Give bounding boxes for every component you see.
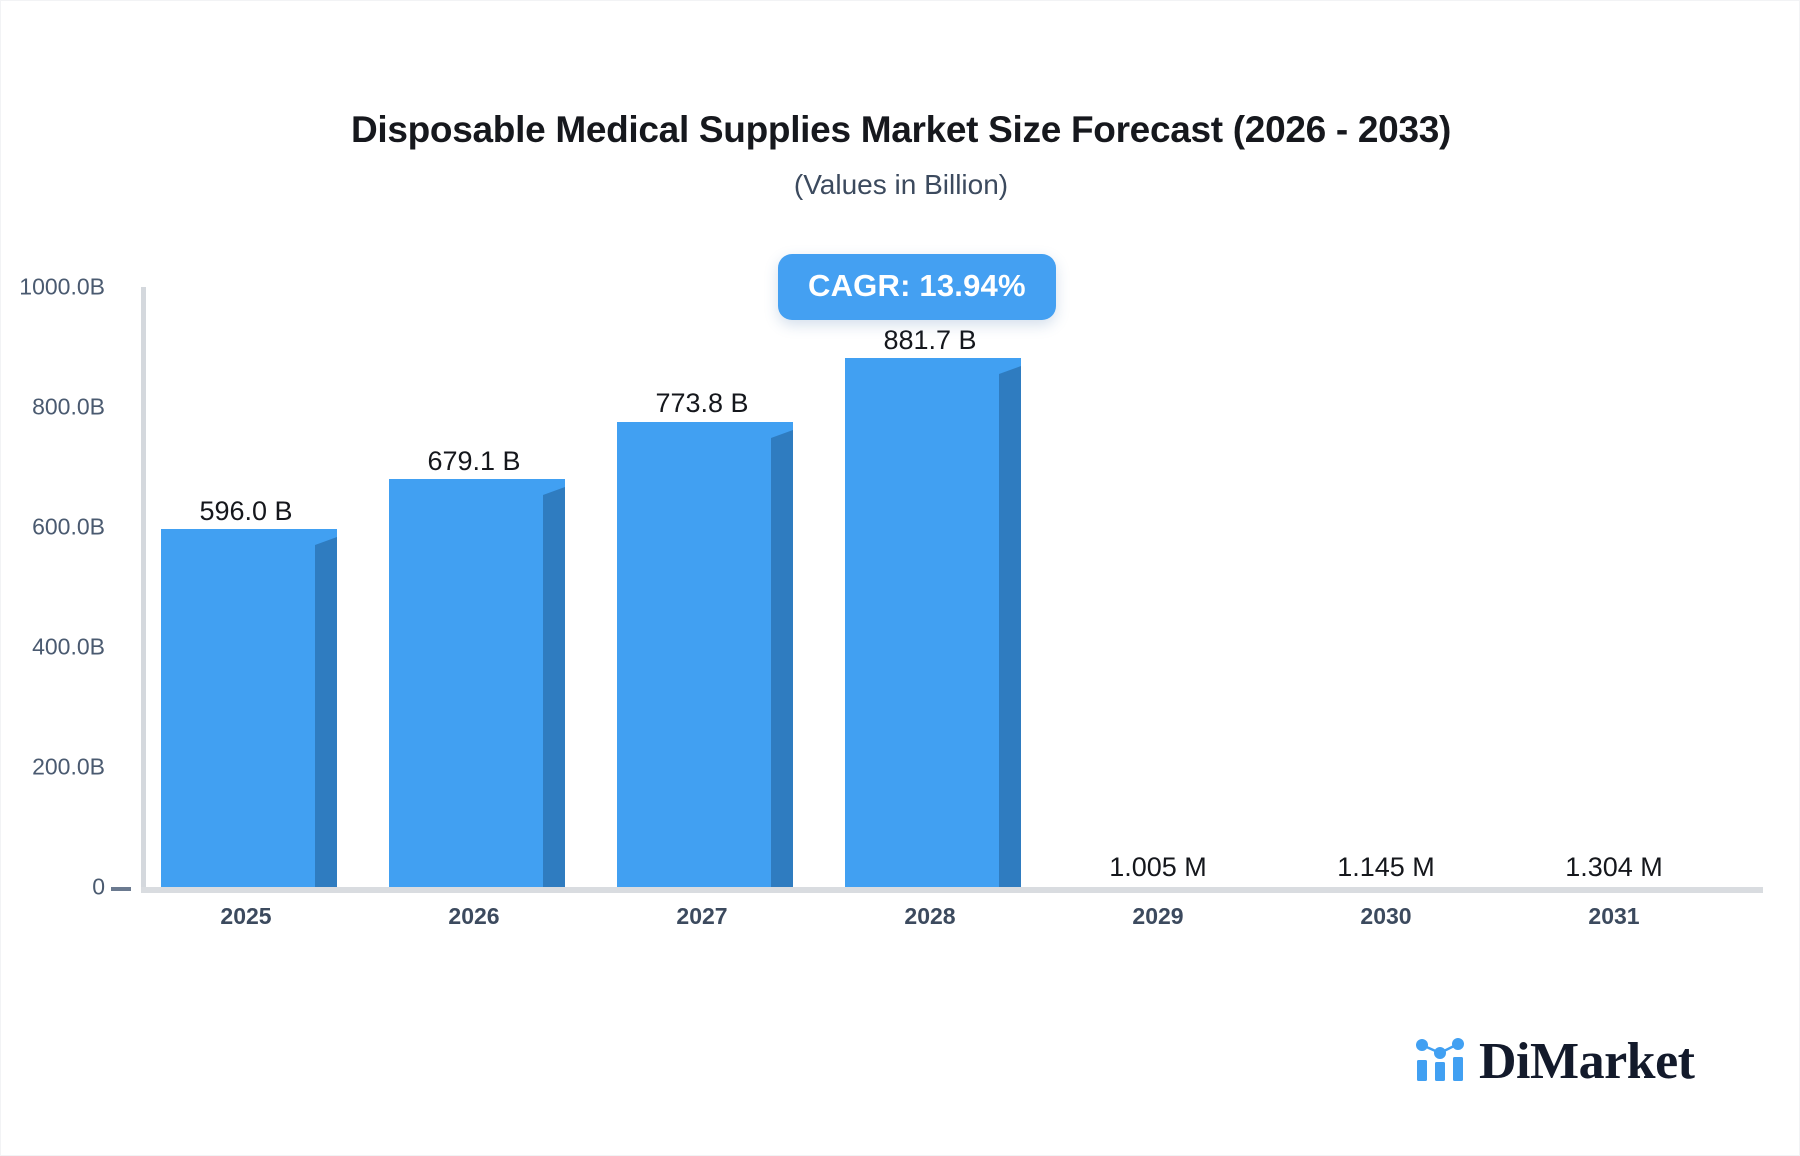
bar-face bbox=[845, 358, 1021, 887]
bar-value-label-2031: 1.304 M bbox=[1565, 852, 1663, 882]
bar-face bbox=[389, 479, 565, 887]
bar-2028[interactable] bbox=[845, 358, 1021, 887]
x-axis-line bbox=[141, 887, 1763, 893]
y-axis-tick-label: 1000.0B bbox=[19, 273, 105, 300]
cagr-badge: CAGR: 13.94% bbox=[778, 254, 1056, 320]
y-axis-tick-label: 400.0B bbox=[32, 633, 105, 660]
x-axis-tick-2027: 2027 bbox=[676, 903, 728, 929]
x-axis-tick-2026: 2026 bbox=[448, 903, 500, 929]
x-axis-tick-2030: 2030 bbox=[1360, 903, 1412, 929]
y-axis-tick-label: 200.0B bbox=[32, 753, 105, 780]
x-axis-tick-2025: 2025 bbox=[220, 903, 272, 929]
brand-logo-text: DiMarket bbox=[1479, 1032, 1695, 1090]
y-axis-tick-label: 0 bbox=[92, 873, 105, 900]
plot-area bbox=[111, 287, 1763, 893]
brand-logo: DiMarket bbox=[1413, 1032, 1695, 1090]
chart-title: Disposable Medical Supplies Market Size … bbox=[350, 109, 1452, 150]
bar-chart-dots-icon bbox=[1413, 1035, 1467, 1088]
bar-face bbox=[161, 529, 337, 887]
bar-side-shadow bbox=[999, 366, 1021, 887]
bar-side-shadow bbox=[543, 487, 565, 887]
bar-value-label-2026: 679.1 B bbox=[427, 446, 521, 476]
bar-value-label-2028: 881.7 B bbox=[883, 325, 977, 355]
bar-value-label-2029: 1.005 M bbox=[1109, 852, 1207, 882]
chart-subtitle: (Values in Billion) bbox=[793, 169, 1009, 200]
y-axis-tick-label: 800.0B bbox=[32, 393, 105, 420]
bar-value-label-2030: 1.145 M bbox=[1337, 852, 1435, 882]
bar-2026[interactable] bbox=[389, 479, 565, 887]
y-axis-tick-label: 600.0B bbox=[32, 513, 105, 540]
bar-value-label-2025: 596.0 B bbox=[199, 496, 293, 526]
x-axis-tick-2029: 2029 bbox=[1132, 903, 1184, 929]
x-axis-tick-2028: 2028 bbox=[904, 903, 956, 929]
y-axis-zero-tick bbox=[111, 887, 131, 891]
bar-2025[interactable] bbox=[161, 529, 337, 887]
bar-side-shadow bbox=[315, 537, 337, 887]
bar-2027[interactable] bbox=[617, 422, 793, 887]
y-axis-line bbox=[141, 287, 146, 887]
x-axis-tick-2031: 2031 bbox=[1588, 903, 1640, 929]
bar-face bbox=[617, 422, 793, 887]
bar-side-shadow bbox=[771, 430, 793, 887]
bar-value-label-2027: 773.8 B bbox=[655, 388, 749, 418]
